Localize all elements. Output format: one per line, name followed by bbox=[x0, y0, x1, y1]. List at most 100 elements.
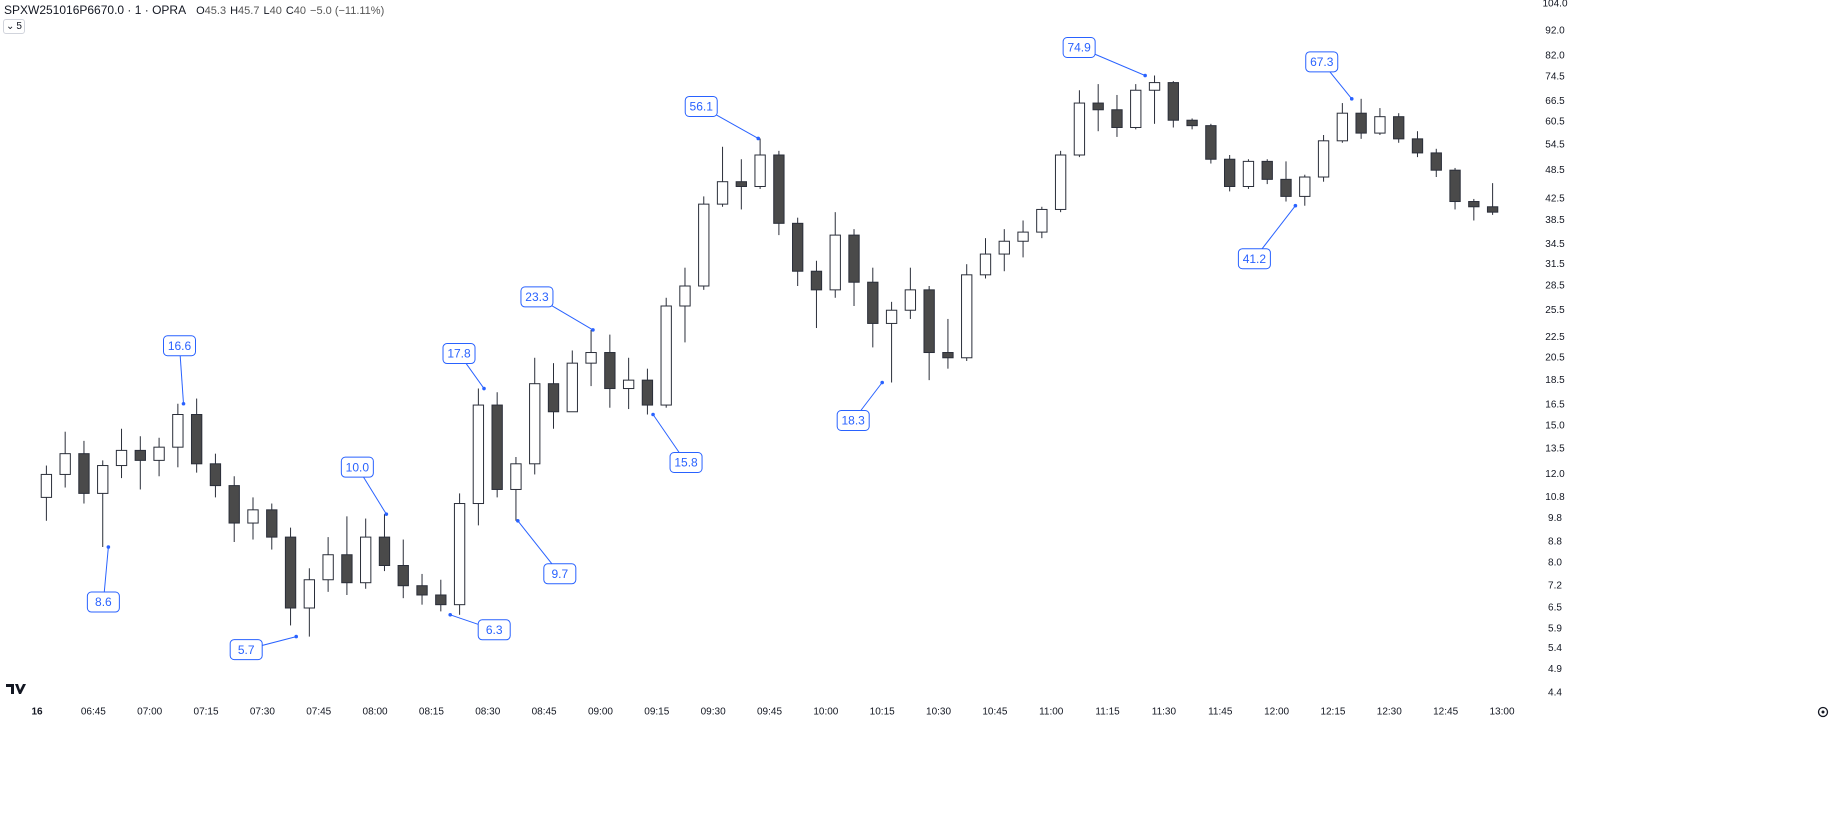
x-tick-label: 12:00 bbox=[1264, 707, 1289, 718]
y-tick-label: 4.9 bbox=[1548, 664, 1562, 675]
candle-body bbox=[153, 446, 165, 461]
candle-body bbox=[491, 404, 503, 490]
symbol-legend: SPXW251016P6670.0 · 1 · OPRA O45.3 H45.7 L4… bbox=[4, 3, 384, 17]
candle bbox=[998, 229, 1010, 272]
y-tick-label: 74.5 bbox=[1545, 71, 1565, 82]
callout-box bbox=[684, 95, 718, 117]
candle-body bbox=[979, 253, 992, 276]
candle bbox=[134, 436, 146, 490]
candle bbox=[1167, 81, 1179, 128]
ohlc-value: 40 bbox=[269, 5, 282, 17]
candle bbox=[885, 301, 898, 383]
candle-body bbox=[754, 154, 766, 187]
y-tick-label: 22.5 bbox=[1545, 332, 1565, 343]
x-tick-label: 09:00 bbox=[588, 707, 613, 718]
candle bbox=[792, 217, 804, 286]
candle-body bbox=[266, 509, 278, 538]
x-tick-label: 10:00 bbox=[813, 707, 838, 718]
y-tick-label: 104.0 bbox=[1542, 0, 1567, 10]
candle-body bbox=[360, 536, 372, 584]
x-tick-label: 08:15 bbox=[419, 707, 444, 718]
candle bbox=[1017, 220, 1029, 258]
y-tick-label: 9.8 bbox=[1548, 513, 1562, 524]
candle bbox=[153, 437, 165, 477]
callout-label: 15.8 bbox=[674, 456, 698, 470]
callout-label: 8.6 bbox=[95, 595, 112, 609]
settings-icon[interactable] bbox=[1817, 706, 1829, 718]
candle bbox=[1111, 94, 1123, 137]
x-tick-label: 08:00 bbox=[363, 707, 388, 718]
callout-box bbox=[543, 563, 577, 585]
candle bbox=[416, 573, 428, 605]
candle-body bbox=[1148, 82, 1161, 91]
candle-body bbox=[641, 379, 654, 406]
candle-body bbox=[435, 594, 447, 606]
candle bbox=[59, 431, 71, 488]
candle bbox=[1299, 174, 1311, 206]
candle bbox=[472, 388, 485, 526]
y-tick-label: 4.4 bbox=[1548, 688, 1562, 699]
candle bbox=[961, 264, 973, 361]
candle-body bbox=[510, 463, 522, 490]
candle-body bbox=[1336, 112, 1349, 142]
y-tick-label: 18.5 bbox=[1545, 375, 1565, 386]
candle-body bbox=[303, 579, 316, 609]
x-tick-label: 16 bbox=[31, 707, 43, 718]
candle-body bbox=[585, 352, 597, 364]
candle-body bbox=[1242, 160, 1255, 187]
collapse-button[interactable]: ⌄ 5 bbox=[3, 19, 25, 34]
candle bbox=[698, 196, 710, 290]
candle-body bbox=[453, 503, 466, 606]
candle bbox=[529, 357, 541, 475]
candle-body bbox=[998, 240, 1010, 255]
candle bbox=[435, 579, 447, 612]
candle-body bbox=[1092, 102, 1104, 111]
candle-body bbox=[566, 362, 578, 413]
callout-point bbox=[1143, 73, 1147, 78]
x-tick-label: 09:45 bbox=[757, 707, 782, 718]
y-tick-label: 8.8 bbox=[1548, 537, 1562, 548]
callout-point bbox=[106, 545, 111, 549]
candle-body bbox=[284, 536, 297, 609]
candle bbox=[190, 398, 203, 473]
candle-body bbox=[848, 234, 860, 283]
callout-label: 67.3 bbox=[1310, 55, 1334, 69]
candle-body bbox=[1280, 178, 1292, 197]
callout-label: 16.6 bbox=[168, 339, 192, 353]
callout-label: 10.0 bbox=[346, 460, 370, 474]
callout-point bbox=[384, 512, 389, 516]
candle-body bbox=[604, 352, 616, 390]
callout-box bbox=[229, 639, 263, 661]
x-tick-label: 09:30 bbox=[701, 707, 726, 718]
candle-body bbox=[1130, 89, 1142, 128]
candle bbox=[78, 440, 90, 504]
candle-body bbox=[247, 509, 259, 524]
candle bbox=[228, 476, 240, 543]
y-tick-label: 25.5 bbox=[1545, 305, 1565, 316]
candle bbox=[172, 403, 184, 468]
x-tick-label: 11:45 bbox=[1208, 707, 1233, 718]
candle-body bbox=[1486, 206, 1499, 213]
candle-body bbox=[1073, 102, 1086, 156]
candle-body bbox=[1317, 140, 1330, 178]
callout-box bbox=[477, 619, 511, 641]
candle-body bbox=[679, 285, 691, 307]
y-tick-label: 66.5 bbox=[1545, 96, 1565, 107]
y-tick-label: 13.5 bbox=[1545, 443, 1565, 454]
y-tick-label: 10.8 bbox=[1545, 492, 1565, 503]
candle bbox=[660, 297, 672, 408]
callout-box bbox=[669, 452, 703, 474]
candle bbox=[1486, 183, 1499, 215]
candle bbox=[1186, 118, 1198, 130]
candle bbox=[1411, 131, 1424, 158]
callout-point bbox=[1293, 203, 1298, 208]
candle-body bbox=[867, 281, 879, 324]
chevron: ⌄ bbox=[6, 21, 15, 32]
candle bbox=[303, 568, 316, 637]
y-tick-label: 6.5 bbox=[1548, 603, 1562, 614]
candle-body bbox=[1111, 109, 1123, 128]
candle bbox=[284, 527, 297, 626]
y-tick-label: 20.5 bbox=[1545, 352, 1565, 363]
